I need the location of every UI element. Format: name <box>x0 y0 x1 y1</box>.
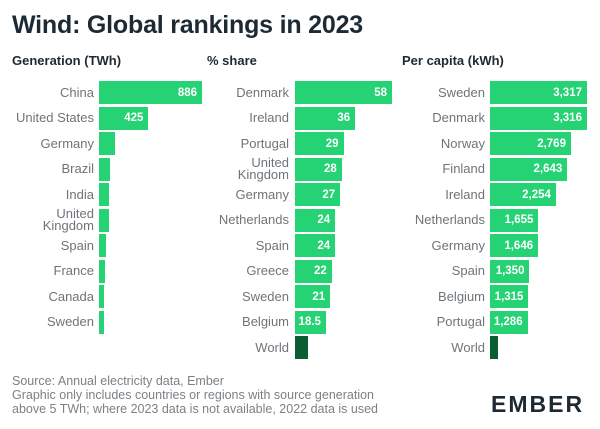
category-label: Belgium <box>242 314 289 329</box>
category-label: Finland <box>442 161 485 176</box>
panel-title-per-capita: Per capita (kWh) <box>402 53 504 68</box>
bar-per-capita-germany: 1,646 <box>490 234 539 257</box>
bar-per-capita-norway: 2,769 <box>490 132 571 155</box>
bar-generation-germany <box>99 132 116 155</box>
bar-share-spain: 24 <box>295 234 336 257</box>
panel-title-share: % share <box>207 53 257 68</box>
category-label: World <box>451 339 485 355</box>
bar-share-denmark: 58 <box>295 81 392 104</box>
category-label: Spain <box>60 237 94 253</box>
bar-per-capita-netherlands: 1,655 <box>490 208 539 232</box>
category-label: Germany <box>40 135 94 151</box>
category-label: Sweden <box>242 288 289 304</box>
category-label: India <box>65 186 94 202</box>
bar-generation-sweden <box>99 310 104 334</box>
panel-title-generation: Generation (TWh) <box>12 53 122 68</box>
category-label: United States <box>15 110 94 125</box>
bar-per-capita-sweden: 3,317 <box>490 81 587 104</box>
bar-generation-france <box>99 259 105 283</box>
category-label: Portugal <box>240 135 289 151</box>
category-label: Belgium <box>438 288 485 304</box>
bar-generation-united-states: 425 <box>99 106 149 130</box>
category-label: France <box>53 263 94 278</box>
scope-note-line-1: Graphic only includes countries or regio… <box>12 388 374 402</box>
bar-generation-canada <box>99 285 104 308</box>
category-label: Ireland <box>445 186 485 202</box>
bar-per-capita-denmark: 3,316 <box>490 106 587 130</box>
category-label: Greece <box>246 263 289 278</box>
category-label: Brazil <box>61 161 94 176</box>
ember-logo: EMBER <box>491 391 585 417</box>
category-label: Denmark <box>432 110 485 125</box>
source-note: Source: Annual electricity data, Ember <box>12 374 224 388</box>
category-label: Spain <box>451 263 485 278</box>
category-label: Portugal <box>436 314 485 329</box>
bar-generation-india <box>99 183 109 206</box>
bar-generation-united-kingdom <box>99 208 109 232</box>
bar-share-netherlands: 24 <box>295 208 336 232</box>
category-label: Norway <box>440 135 485 151</box>
bar-share-germany: 27 <box>295 183 341 206</box>
bar-per-capita-finland: 2,643 <box>490 157 568 181</box>
bar-per-capita-belgium: 1,315 <box>490 285 529 308</box>
bar-per-capita-spain: 1,350 <box>490 259 530 283</box>
category-label: Denmark <box>236 84 289 100</box>
category-label: Sweden <box>47 314 94 329</box>
bar-share-ireland: 36 <box>295 106 356 130</box>
category-label: Canada <box>48 288 94 304</box>
footer-notes: Source: Annual electricity data, Ember G… <box>12 374 378 416</box>
category-label: Germany <box>431 237 485 253</box>
bar-per-capita-ireland: 2,254 <box>490 183 556 206</box>
bar-per-capita-world <box>490 336 499 359</box>
bar-generation-china: 886 <box>99 81 202 104</box>
bar-share-world <box>295 336 309 359</box>
bar-share-sweden: 21 <box>295 285 331 308</box>
category-label: Ireland <box>249 110 289 125</box>
chart-title: Wind: Global rankings in 2023 <box>12 11 363 39</box>
bar-share-united-kingdom: 28 <box>295 157 342 181</box>
bar-share-greece: 22 <box>295 259 332 283</box>
category-label: World <box>255 339 289 355</box>
bar-per-capita-portugal: 1,286 <box>490 310 528 334</box>
bar-share-belgium: 18.5 <box>295 310 326 334</box>
category-label: China <box>60 84 94 100</box>
category-label: United Kingdom <box>237 155 289 182</box>
category-label: United Kingdom <box>42 206 94 233</box>
bar-generation-spain <box>99 234 107 257</box>
scope-note-line-2: above 5 TWh; where 2023 data is not avai… <box>12 402 378 416</box>
category-label: Spain <box>255 237 289 253</box>
bar-share-portugal: 29 <box>295 132 344 155</box>
category-label: Netherlands <box>414 212 485 227</box>
bar-generation-brazil <box>99 157 111 181</box>
category-label: Sweden <box>438 84 485 100</box>
category-label: Germany <box>235 186 289 202</box>
category-label: Netherlands <box>218 212 289 227</box>
